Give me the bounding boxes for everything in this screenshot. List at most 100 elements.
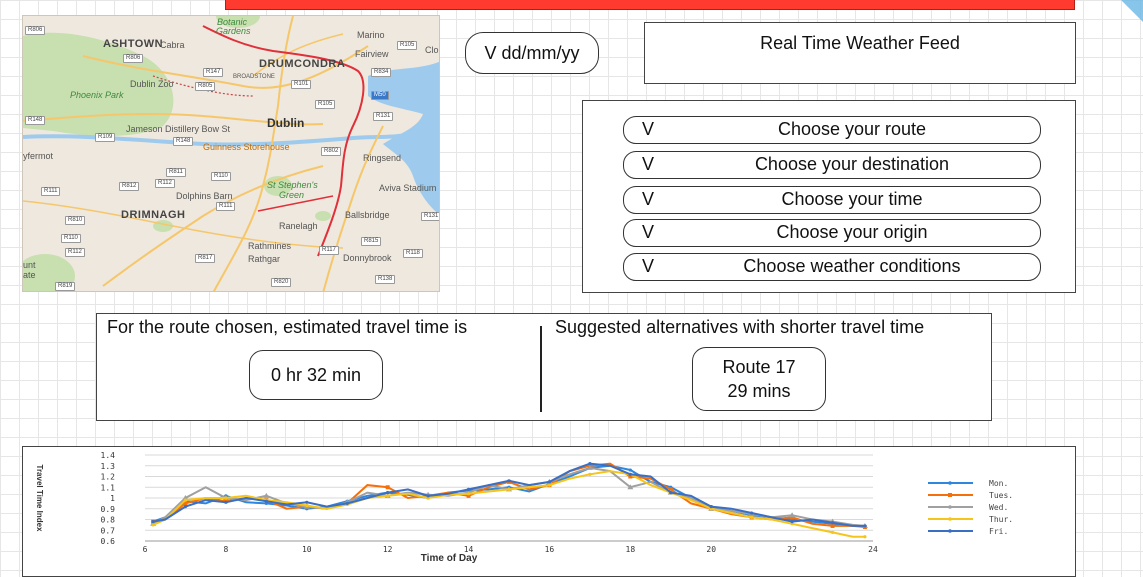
data-point (750, 515, 754, 519)
alternative-route-time: 29 mins (727, 381, 791, 401)
road-shield: R834 (371, 68, 392, 77)
map-label-dublin: Dublin (267, 116, 305, 130)
map-label-fairview: Fairview (355, 49, 389, 59)
map-label-dolphins-barn: Dolphins Barn (176, 191, 233, 201)
data-point (183, 498, 188, 502)
dropdown-toggle: V (642, 154, 655, 174)
dropdown-label: Choose your time (781, 189, 923, 209)
date-picker[interactable]: V dd/mm/yy (465, 32, 599, 74)
data-point (151, 520, 155, 524)
data-point (426, 494, 430, 498)
x-axis-title: Time of Day (421, 553, 478, 564)
x-tick-label: 22 (787, 545, 797, 554)
road-shield: R131 (373, 112, 394, 121)
road-shield: R819 (55, 282, 76, 291)
panel-divider (540, 326, 542, 412)
data-point (588, 472, 592, 476)
data-point (305, 503, 309, 508)
y-tick-label: 1.4 (101, 451, 116, 460)
alternative-route-name: Route 17 (722, 357, 796, 377)
map-label-botanic: Botanic (217, 17, 248, 27)
road-shield: R138 (375, 275, 396, 284)
map-label-marino: Marino (357, 30, 385, 40)
dropdown-toggle: V (642, 256, 655, 276)
weather-conditions-dropdown[interactable]: V Choose weather conditions (623, 253, 1041, 281)
map-label-dublin-zoo: Dublin Zoo (130, 79, 174, 89)
dropdown-label: Choose your route (777, 119, 927, 139)
destination-dropdown[interactable]: V Choose your destination (623, 151, 1041, 179)
data-point (507, 479, 511, 483)
data-point (628, 468, 632, 472)
data-point (790, 515, 795, 520)
map-label-ballsbridge: Ballsbridge (345, 210, 390, 220)
legend-label: Wed. (989, 503, 1008, 512)
road-shield: R820 (271, 278, 292, 287)
legend-label: Mon. (989, 479, 1008, 488)
map-label-unt: unt (23, 260, 36, 270)
road-shield: R817 (195, 254, 216, 263)
map-label-drumcondra: DRUMCONDRA (259, 58, 346, 70)
x-tick-label: 16 (545, 545, 555, 554)
legend-label: Fri. (989, 527, 1008, 536)
map-label-guinness: Guinness Storehouse (203, 142, 290, 152)
road-shield: R112 (65, 248, 85, 257)
data-point (628, 472, 632, 476)
y-tick-label: 0.8 (101, 516, 116, 525)
map-label-ranelagh: Ranelagh (279, 221, 318, 231)
data-point (345, 501, 349, 505)
map-label-ringsend: Ringsend (363, 153, 402, 163)
y-tick-label: 0.6 (101, 537, 116, 546)
map-label-gardens: Gardens (216, 26, 251, 36)
data-point (507, 487, 511, 491)
legend-marker (948, 517, 952, 521)
map-label-cabra: Cabra (160, 40, 185, 50)
road-shield: R110 (61, 234, 81, 243)
map-label-yfermot: yfermot (23, 151, 54, 161)
data-point (830, 521, 835, 525)
data-point (183, 505, 188, 509)
data-point (386, 494, 390, 498)
data-point (151, 523, 155, 527)
data-point (264, 499, 268, 503)
data-point (863, 524, 867, 528)
data-point (790, 520, 794, 524)
dropdown-toggle: V (642, 189, 655, 209)
travel-time-panel: For the route chosen, estimated travel t… (96, 313, 992, 421)
x-tick-label: 20 (706, 545, 716, 554)
legend-label: Tues. (989, 491, 1013, 500)
map-label-broadstone: BROADSTONE (233, 74, 275, 80)
data-point (669, 491, 673, 495)
y-tick-label: 0.7 (101, 526, 116, 535)
legend-marker (948, 493, 952, 497)
data-point (224, 496, 228, 500)
road-shield: R806 (25, 26, 46, 35)
data-point (466, 493, 471, 498)
y-tick-label: 1 (110, 494, 115, 503)
route-map[interactable]: ASHTOWN Cabra Botanic Gardens Marino Fai… (22, 15, 440, 292)
map-label-phoenix-park: Phoenix Park (70, 90, 124, 100)
time-dropdown[interactable]: V Choose your time (623, 186, 1041, 214)
road-shield: R111 (41, 187, 61, 196)
road-shield: R105 (315, 100, 336, 109)
legend-marker (948, 505, 952, 509)
data-point (547, 480, 552, 484)
data-point (628, 474, 633, 479)
data-point (466, 487, 471, 491)
data-point (263, 492, 270, 498)
road-shield: R148 (25, 116, 46, 125)
corner-decoration (1121, 0, 1143, 22)
x-tick-label: 14 (464, 545, 474, 554)
origin-dropdown[interactable]: V Choose your origin (623, 219, 1041, 247)
road-shield: R117 (319, 246, 339, 255)
series-line-mon (152, 464, 865, 527)
data-point (224, 500, 228, 504)
map-label-rathgar: Rathgar (248, 254, 281, 264)
alternative-route-button[interactable]: Route 17 29 mins (692, 347, 826, 411)
x-tick-label: 24 (868, 545, 878, 554)
road-shield: R802 (321, 147, 342, 156)
road-shield: R806 (123, 54, 144, 63)
road-shield: R131 (421, 212, 439, 221)
top-banner (225, 0, 1075, 10)
route-dropdown[interactable]: V Choose your route (623, 116, 1041, 144)
map-label-green: Green (279, 190, 305, 200)
